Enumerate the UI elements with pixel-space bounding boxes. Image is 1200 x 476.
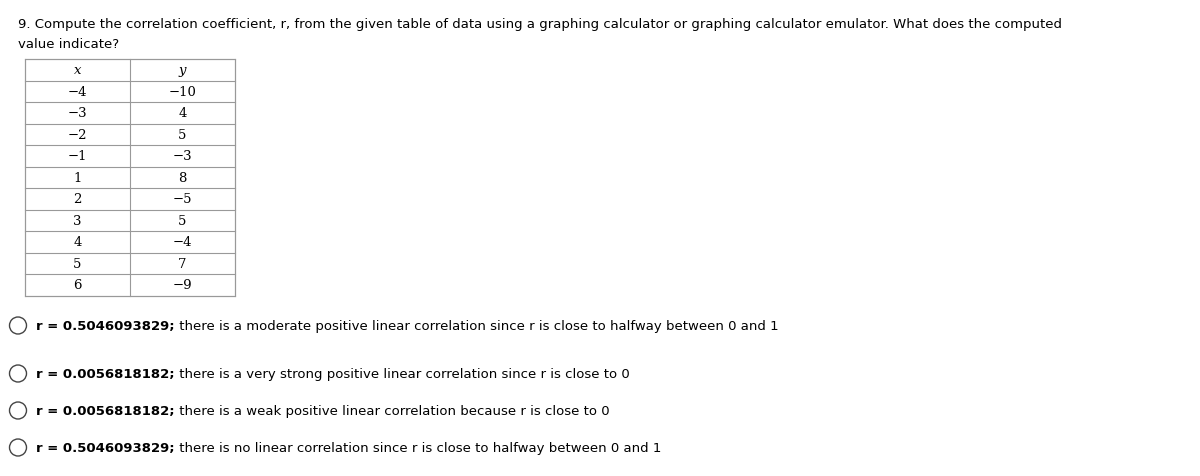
Text: −3: −3 [67, 107, 88, 120]
Text: there is a moderate positive linear correlation since r is close to halfway betw: there is a moderate positive linear corr… [175, 319, 779, 332]
Circle shape [10, 317, 26, 334]
Text: there is a very strong positive linear correlation since r is close to 0: there is a very strong positive linear c… [175, 367, 629, 380]
Text: −5: −5 [173, 193, 192, 206]
Text: 1: 1 [73, 171, 82, 184]
Text: r = 0.5046093829;: r = 0.5046093829; [36, 441, 175, 454]
Text: −9: −9 [173, 278, 192, 292]
Text: r = 0.5046093829;: r = 0.5046093829; [36, 319, 175, 332]
Text: −4: −4 [67, 86, 88, 99]
Circle shape [10, 439, 26, 456]
Text: −10: −10 [168, 86, 197, 99]
Text: there is no linear correlation since r is close to halfway between 0 and 1: there is no linear correlation since r i… [175, 441, 661, 454]
Text: 3: 3 [73, 214, 82, 227]
Text: x: x [73, 64, 82, 77]
Text: r = 0.0056818182;: r = 0.0056818182; [36, 404, 175, 417]
Text: 9. Compute the correlation coefficient, r, from the given table of data using a : 9. Compute the correlation coefficient, … [18, 18, 1062, 31]
Text: 5: 5 [73, 257, 82, 270]
Text: 6: 6 [73, 278, 82, 292]
Text: value indicate?: value indicate? [18, 38, 119, 51]
Text: y: y [179, 64, 186, 77]
Text: 4: 4 [73, 236, 82, 249]
Circle shape [10, 365, 26, 382]
Text: there is a weak positive linear correlation because r is close to 0: there is a weak positive linear correlat… [175, 404, 610, 417]
Text: 7: 7 [179, 257, 187, 270]
Circle shape [10, 402, 26, 419]
Text: −2: −2 [67, 129, 88, 141]
Text: −3: −3 [173, 150, 192, 163]
Bar [25, 60, 235, 296]
Text: r = 0.0056818182;: r = 0.0056818182; [36, 367, 175, 380]
Text: 5: 5 [179, 214, 187, 227]
Text: 4: 4 [179, 107, 187, 120]
Text: 5: 5 [179, 129, 187, 141]
Text: 8: 8 [179, 171, 187, 184]
Text: −4: −4 [173, 236, 192, 249]
Text: −1: −1 [67, 150, 88, 163]
Text: 2: 2 [73, 193, 82, 206]
